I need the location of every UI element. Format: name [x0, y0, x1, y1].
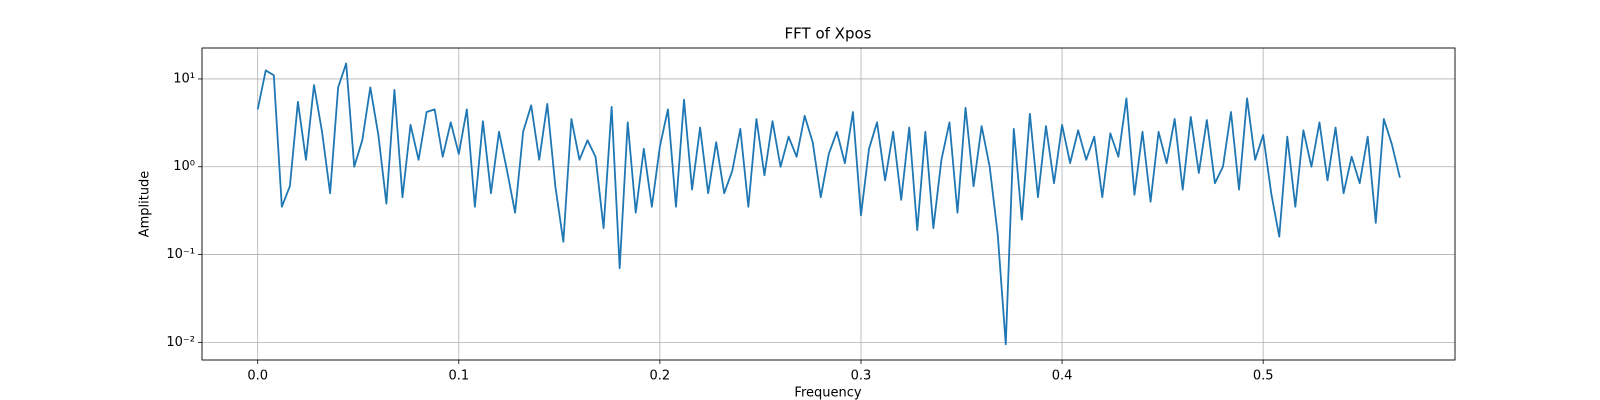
y-tick-label: 10⁻¹: [166, 247, 195, 262]
x-tick-label: 0.0: [247, 369, 268, 384]
y-axis-label: Amplitude: [138, 171, 153, 238]
plot-frame: [201, 47, 1456, 361]
y-tick-label: 10⁻²: [166, 335, 195, 350]
x-tick-label: 0.2: [650, 369, 671, 384]
x-tick-label: 0.4: [1052, 369, 1073, 384]
x-tick-label: 0.1: [448, 369, 469, 384]
data-line: [256, 62, 1401, 346]
y-tick-label: 10⁰: [173, 159, 195, 174]
x-tick-label: 0.5: [1253, 369, 1274, 384]
chart-title: FFT of Xpos: [785, 25, 872, 43]
x-axis-label: Frequency: [794, 386, 861, 400]
x-tick-label: 0.3: [851, 369, 872, 384]
y-tick-label: 10¹: [173, 71, 195, 86]
